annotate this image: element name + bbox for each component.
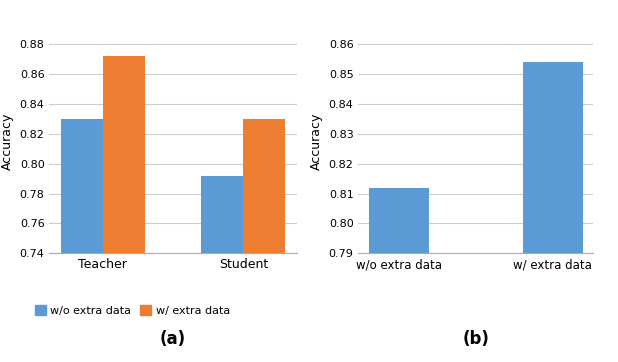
Legend: w/o extra data, w/ extra data: w/o extra data, w/ extra data	[30, 301, 234, 320]
Bar	[201, 176, 243, 362]
Bar	[369, 188, 429, 362]
Y-axis label: Accuracy: Accuracy	[1, 113, 14, 170]
Bar	[103, 56, 145, 362]
Bar	[61, 119, 103, 362]
Text: (a): (a)	[160, 329, 186, 348]
Text: (b): (b)	[462, 329, 489, 348]
Bar	[523, 62, 583, 362]
Y-axis label: Accuracy: Accuracy	[310, 113, 323, 170]
Bar	[243, 119, 286, 362]
